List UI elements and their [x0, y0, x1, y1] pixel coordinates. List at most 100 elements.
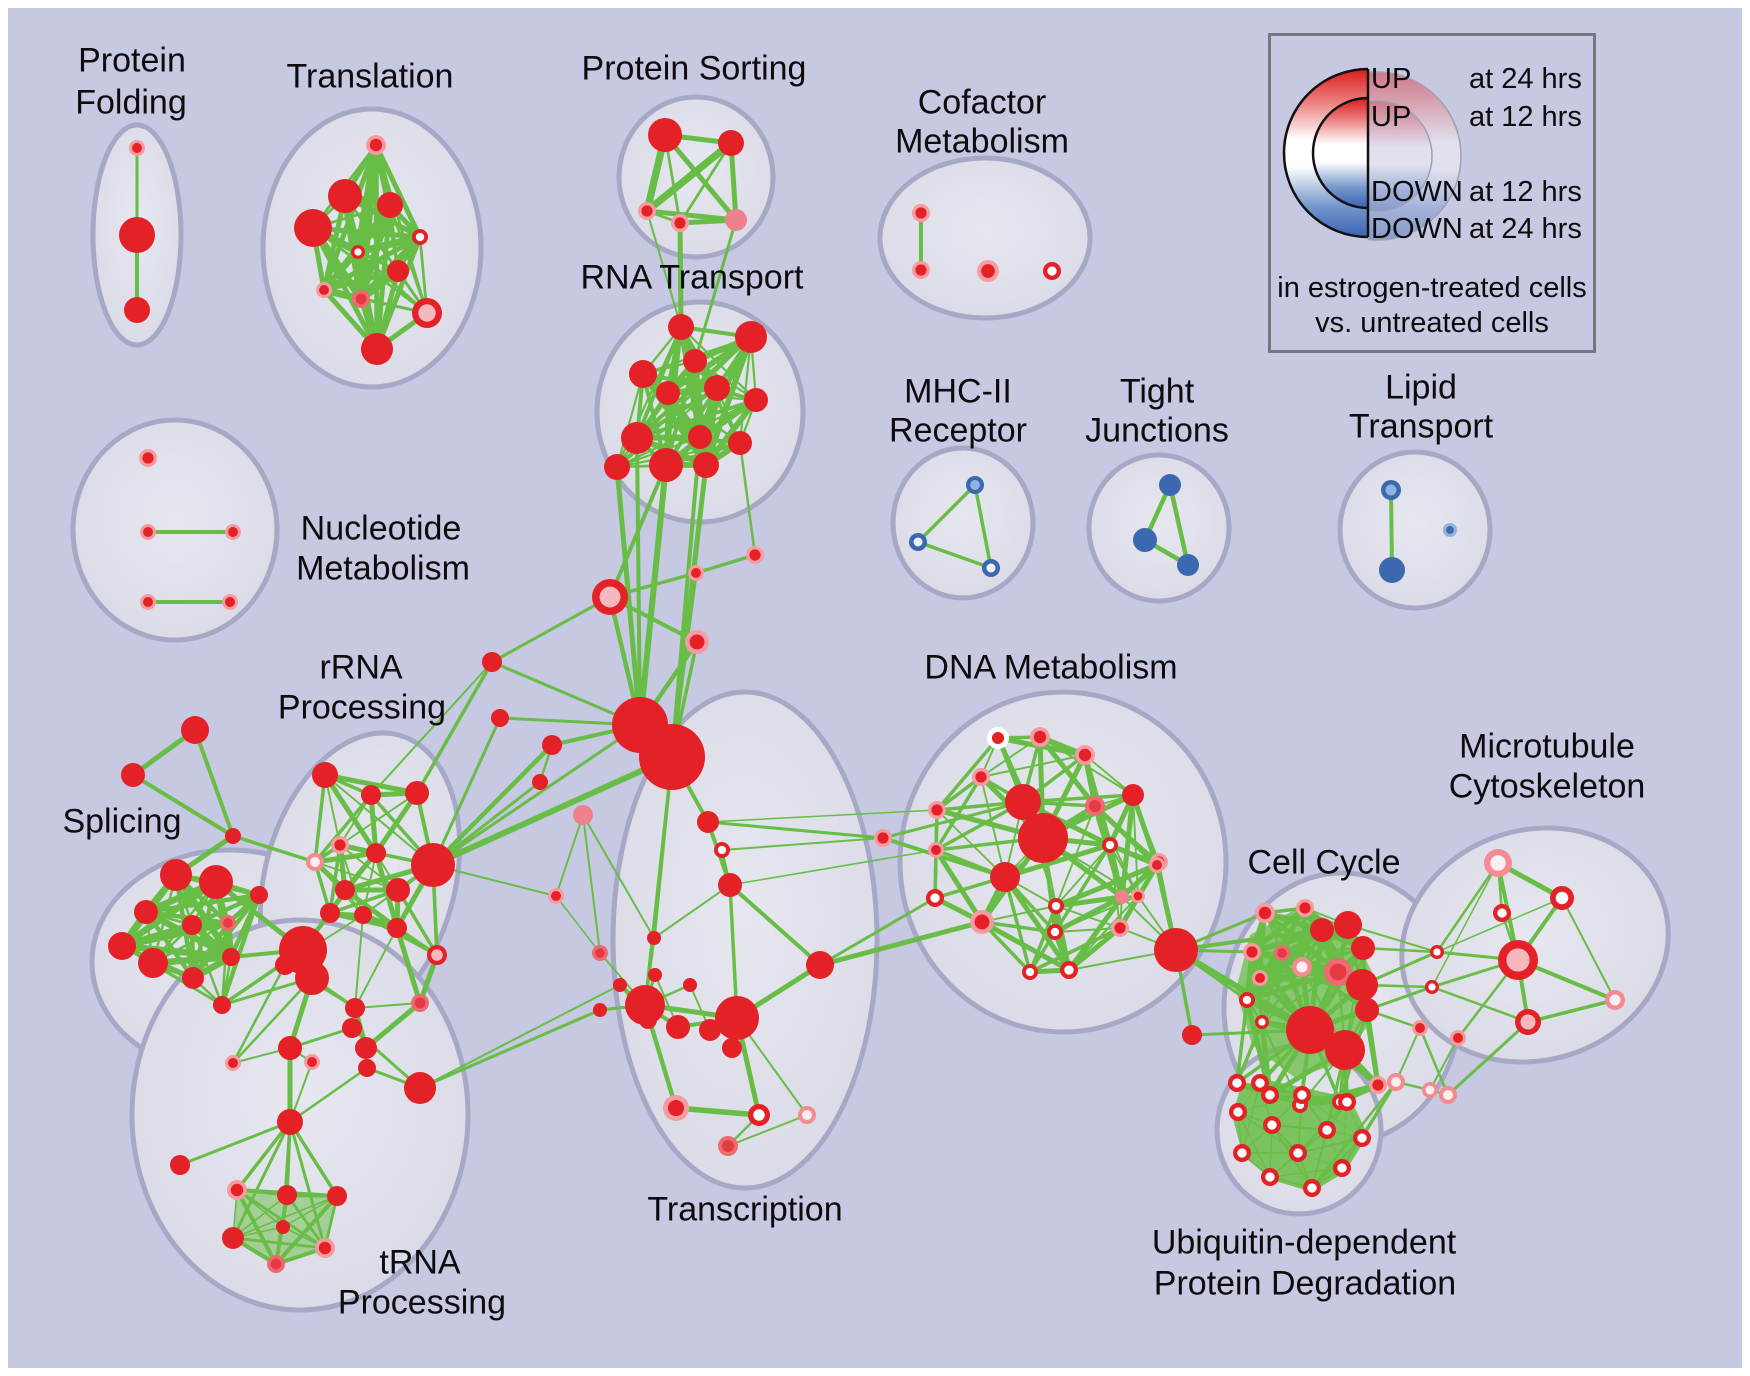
- network-edge: [1361, 946, 1439, 954]
- network-node: [1159, 474, 1181, 496]
- network-node: [355, 1037, 377, 1059]
- network-edge: [285, 1193, 327, 1250]
- network-node-core: [970, 480, 980, 490]
- cluster-ellipse-dna-metabolism: [897, 689, 1229, 1035]
- network-edge: [677, 220, 684, 330]
- network-edge: [282, 1195, 338, 1228]
- legend-time-label: at 24 hrs: [1469, 213, 1582, 245]
- network-node-core: [802, 1110, 812, 1120]
- legend-time-label: at 12 hrs: [1469, 101, 1582, 133]
- network-node: [361, 333, 393, 365]
- network-node: [405, 781, 429, 805]
- network-edge: [981, 905, 1057, 923]
- network-node-core: [1114, 922, 1126, 934]
- network-node: [639, 1011, 657, 1029]
- legend-time-label: at 24 hrs: [1469, 63, 1582, 95]
- network-edge: [388, 203, 429, 315]
- network-node-core: [1233, 1107, 1243, 1117]
- network-node: [170, 1155, 190, 1175]
- cluster-ellipse-protein-sorting: [616, 94, 776, 260]
- network-node-core: [1307, 1183, 1317, 1193]
- network-node-core: [1232, 1078, 1242, 1088]
- network-node: [604, 454, 630, 480]
- network-node: [683, 978, 697, 992]
- network-node-core: [355, 293, 367, 305]
- network-edge: [1526, 998, 1617, 1024]
- network-node-core: [369, 138, 383, 152]
- network-edge: [189, 892, 262, 928]
- network-node: [361, 785, 381, 805]
- network-node: [320, 903, 340, 923]
- network-node: [1351, 936, 1375, 960]
- network-node: [693, 452, 719, 478]
- network-edge: [615, 398, 758, 469]
- network-node: [366, 843, 386, 863]
- network-node: [386, 878, 410, 902]
- network-edge: [635, 436, 642, 727]
- legend-caption-line2: vs. untreated cells: [1315, 307, 1549, 339]
- network-edge: [288, 1120, 327, 1250]
- network-edge: [582, 814, 601, 954]
- network-node-core: [1425, 1085, 1435, 1095]
- network-node: [725, 209, 747, 231]
- network-node-core: [307, 1057, 317, 1067]
- network-edge: [643, 755, 674, 1007]
- network-edge: [1446, 1020, 1530, 1097]
- network-edge: [1173, 947, 1313, 1033]
- network-node: [294, 209, 332, 247]
- network-node-core: [974, 914, 990, 930]
- network-edge: [322, 772, 420, 796]
- network-edge: [1167, 482, 1191, 568]
- network-edge: [288, 1120, 339, 1198]
- network-node: [1286, 1006, 1334, 1054]
- network-node: [1154, 928, 1198, 972]
- network-node: [704, 375, 730, 401]
- network-edge: [1435, 861, 1500, 954]
- network-edge: [430, 742, 555, 868]
- network-node-core: [753, 1109, 765, 1121]
- network-edge: [1053, 862, 1160, 909]
- network-edge: [235, 1120, 292, 1192]
- network-edge: [933, 847, 985, 925]
- network-node: [138, 948, 168, 978]
- network-edge: [1037, 734, 1098, 809]
- network-edge: [342, 887, 400, 931]
- network-node: [276, 1220, 290, 1234]
- network-node: [715, 996, 759, 1040]
- network-edge: [1028, 926, 1122, 974]
- network-edge: [973, 483, 993, 570]
- network-node-core: [143, 527, 153, 537]
- network-edge: [193, 728, 235, 838]
- network-edge: [881, 800, 1025, 840]
- network-node: [1325, 1030, 1365, 1070]
- network-edge: [935, 736, 1000, 812]
- network-edge: [980, 920, 1057, 934]
- network-node: [593, 1003, 607, 1017]
- network-edge: [670, 435, 702, 759]
- network-node: [182, 915, 202, 935]
- network-edge: [1281, 947, 1364, 954]
- network-edge: [916, 540, 993, 570]
- network-edge: [1066, 894, 1125, 973]
- network-node-core: [1520, 1014, 1536, 1030]
- network-node-core: [1497, 908, 1507, 918]
- network-edge: [1068, 895, 1139, 971]
- network-node: [377, 192, 403, 218]
- network-edge: [706, 820, 885, 840]
- network-node-core: [1258, 1018, 1266, 1026]
- network-node: [119, 217, 155, 253]
- network-node-core: [1025, 967, 1035, 977]
- network-node: [404, 1072, 436, 1104]
- network-edge: [394, 925, 423, 1006]
- network-edge: [1364, 1007, 1381, 1088]
- network-node-core: [1490, 855, 1506, 871]
- legend-row-down-24: DOWN at 24 hrs: [1271, 211, 1593, 247]
- network-node: [1182, 1025, 1202, 1045]
- network-node-core: [318, 1241, 332, 1255]
- network-edge: [881, 836, 1007, 879]
- network-edge: [339, 844, 399, 891]
- cluster-ellipse-lipid-transport: [1337, 449, 1493, 611]
- network-edge: [273, 1193, 340, 1267]
- network-node-core: [1372, 1079, 1384, 1091]
